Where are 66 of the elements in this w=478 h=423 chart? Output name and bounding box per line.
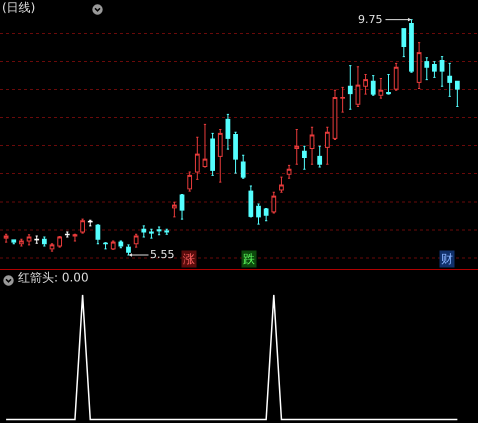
candlestick bbox=[424, 57, 430, 80]
candlestick bbox=[19, 238, 24, 247]
candlestick bbox=[96, 224, 100, 244]
candlestick bbox=[156, 226, 162, 236]
candlestick bbox=[317, 146, 322, 168]
candlestick bbox=[286, 164, 292, 179]
candlestick bbox=[447, 62, 452, 97]
candlestick bbox=[233, 132, 238, 174]
candlestick bbox=[4, 234, 8, 243]
candlestick bbox=[88, 220, 93, 226]
candlestick bbox=[401, 28, 406, 58]
annotation: 5.55 bbox=[150, 248, 174, 261]
candlestick bbox=[149, 228, 154, 239]
candlestick bbox=[110, 240, 116, 250]
candlestick bbox=[279, 176, 284, 193]
candlestick bbox=[126, 244, 131, 256]
candlestick bbox=[187, 172, 192, 192]
candlestick bbox=[271, 192, 276, 214]
candlestick bbox=[42, 236, 47, 247]
annotation: 涨 bbox=[183, 252, 195, 266]
candlestick bbox=[294, 128, 300, 165]
candlestick bbox=[416, 42, 422, 90]
annotation: 9.75 bbox=[358, 13, 382, 26]
candlestick bbox=[409, 19, 414, 73]
candlestick bbox=[180, 194, 184, 220]
candlestick bbox=[210, 132, 215, 176]
candlestick bbox=[194, 136, 200, 180]
candlestick bbox=[72, 234, 78, 242]
candlestick bbox=[310, 126, 314, 165]
candlestick bbox=[256, 203, 261, 225]
candlestick bbox=[454, 80, 460, 107]
candlestick bbox=[356, 66, 360, 107]
candlestick bbox=[34, 235, 40, 244]
candlestick bbox=[172, 202, 177, 218]
annotation: 跌 bbox=[243, 252, 255, 266]
candlestick bbox=[134, 234, 139, 248]
candlestick bbox=[240, 154, 246, 179]
candlestick bbox=[302, 146, 307, 170]
candlestick bbox=[218, 128, 223, 183]
candlestick bbox=[164, 228, 170, 235]
candlestick bbox=[332, 90, 338, 140]
candlestick bbox=[386, 74, 391, 95]
chart-title: 红箭头: 0.00 bbox=[18, 270, 89, 284]
candlestick bbox=[432, 61, 437, 78]
candlestick bbox=[378, 78, 384, 99]
candlestick bbox=[248, 186, 254, 218]
candlestick bbox=[340, 86, 345, 113]
candlestick bbox=[50, 243, 54, 252]
candlestick bbox=[57, 236, 62, 248]
candlestick bbox=[26, 234, 32, 246]
candlestick bbox=[440, 56, 444, 87]
candlestick bbox=[118, 240, 124, 248]
candlestick bbox=[80, 218, 85, 234]
candlestick bbox=[264, 208, 269, 222]
candlestick bbox=[370, 75, 376, 96]
candlestick bbox=[202, 124, 208, 168]
candlestick bbox=[141, 225, 146, 238]
candlestick bbox=[324, 126, 330, 165]
candlestick bbox=[103, 242, 108, 250]
candlestick bbox=[348, 65, 353, 110]
chart-title: (日线) bbox=[2, 0, 36, 14]
candlestick bbox=[64, 232, 70, 238]
annotation: 财 bbox=[441, 252, 453, 266]
candlestick bbox=[363, 74, 368, 95]
candlestick bbox=[394, 62, 399, 91]
candlestick bbox=[226, 114, 230, 150]
